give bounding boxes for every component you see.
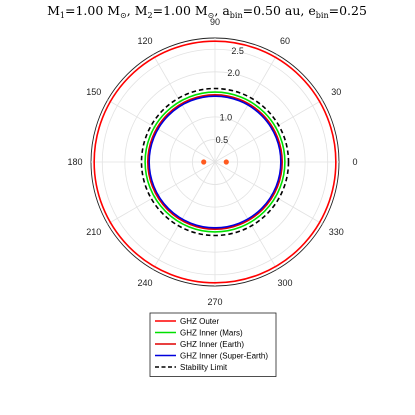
legend-label: GHZ Inner (Super-Earth) bbox=[180, 352, 268, 361]
angular-gridline bbox=[214, 99, 323, 163]
legend: GHZ Outer GHZ Inner (Mars) GHZ Inner (Eart… bbox=[149, 312, 277, 377]
angular-tick-label: 60 bbox=[280, 36, 290, 46]
series-curve bbox=[93, 40, 337, 284]
legend-label: GHZ Inner (Earth) bbox=[180, 340, 244, 349]
radial-tick-label: 0.5 bbox=[216, 135, 229, 145]
angular-gridline bbox=[107, 99, 216, 163]
legend-label: Stability Limit bbox=[180, 363, 228, 372]
angular-tick-label: 30 bbox=[331, 87, 341, 97]
angular-gridline bbox=[214, 161, 278, 270]
angular-tick-label: 150 bbox=[86, 87, 101, 97]
angular-gridline bbox=[214, 54, 278, 163]
angular-tick-label: 300 bbox=[277, 278, 292, 288]
angular-tick-label: 120 bbox=[137, 36, 152, 46]
series-curve bbox=[148, 95, 282, 229]
star-point bbox=[223, 159, 229, 165]
legend-label: GHZ Outer bbox=[180, 317, 219, 326]
angular-tick-label: 0 bbox=[352, 157, 357, 167]
angular-tick-label: 90 bbox=[210, 17, 220, 27]
angular-gridline bbox=[152, 54, 216, 163]
series-curve bbox=[144, 91, 286, 233]
angular-gridline bbox=[152, 161, 216, 270]
series-curves bbox=[93, 40, 337, 284]
star-point bbox=[201, 159, 207, 165]
series-curve bbox=[147, 94, 283, 230]
radial-tick-label: 1.0 bbox=[220, 113, 233, 123]
binary-stars bbox=[201, 159, 229, 165]
angular-tick-label: 240 bbox=[137, 278, 152, 288]
series-curve bbox=[140, 87, 290, 237]
polar-grid bbox=[90, 37, 340, 287]
radial-tick-label: 2.5 bbox=[231, 46, 244, 56]
angular-tick-label: 270 bbox=[207, 297, 222, 307]
angular-tick-label: 180 bbox=[67, 157, 82, 167]
chart-title: M1=1.00 M⊙, M2=1.00 M⊙, abin=0.50 au, eb… bbox=[47, 3, 367, 20]
angular-tick-label: 210 bbox=[86, 227, 101, 237]
legend-label: GHZ Inner (Mars) bbox=[180, 329, 243, 338]
angular-gridline bbox=[214, 161, 323, 225]
angular-gridline bbox=[107, 161, 216, 225]
angular-tick-label: 330 bbox=[329, 227, 344, 237]
angular-tick-labels: 0 30 60 90 120 150 180 210 240 270 300 330 bbox=[67, 17, 357, 307]
radial-tick-labels: 0.5 1.0 2.0 2.5 bbox=[216, 46, 244, 145]
radial-tick-label: 2.0 bbox=[227, 68, 240, 78]
